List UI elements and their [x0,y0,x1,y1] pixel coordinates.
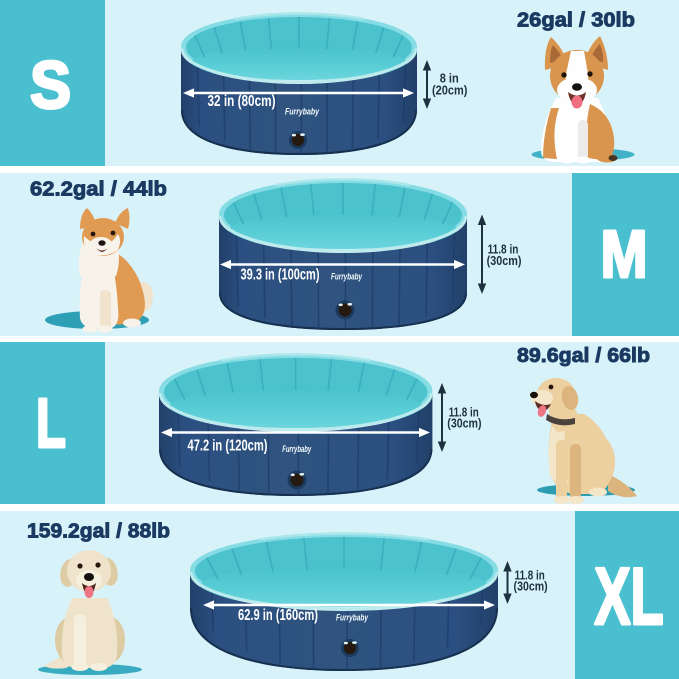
svg-text:26gal / 30lb: 26gal / 30lb [517,10,635,32]
svg-text:XL: XL [594,551,663,641]
svg-text:(20cm): (20cm) [432,82,467,97]
svg-text:159.2gal / 88lb: 159.2gal / 88lb [27,521,170,543]
svg-text:47.2 in (120cm): 47.2 in (120cm) [188,438,268,455]
svg-text:(30cm): (30cm) [514,579,548,594]
svg-text:62.9 in (160cm): 62.9 in (160cm) [238,607,318,624]
svg-text:39.3 in (100cm): 39.3 in (100cm) [241,267,320,284]
svg-text:M: M [601,217,648,292]
svg-text:32 in (80cm): 32 in (80cm) [208,93,276,110]
svg-text:11.8 in: 11.8 in [515,567,545,582]
svg-text:Furrybaby: Furrybaby [285,107,320,118]
svg-text:(30cm): (30cm) [487,253,522,268]
svg-text:Furrybaby: Furrybaby [336,613,368,624]
svg-text:Furrybaby: Furrybaby [282,444,311,455]
svg-text:89.6gal / 66lb: 89.6gal / 66lb [517,345,650,367]
svg-text:62.2gal / 44lb: 62.2gal / 44lb [30,179,167,201]
svg-text:Furrybaby: Furrybaby [331,272,362,283]
svg-text:L: L [36,383,66,462]
svg-text:11.8 in: 11.8 in [488,242,519,257]
svg-text:S: S [30,48,71,123]
svg-text:(30cm): (30cm) [447,416,481,431]
svg-text:8 in: 8 in [440,71,459,86]
svg-text:11.8 in: 11.8 in [449,405,479,420]
